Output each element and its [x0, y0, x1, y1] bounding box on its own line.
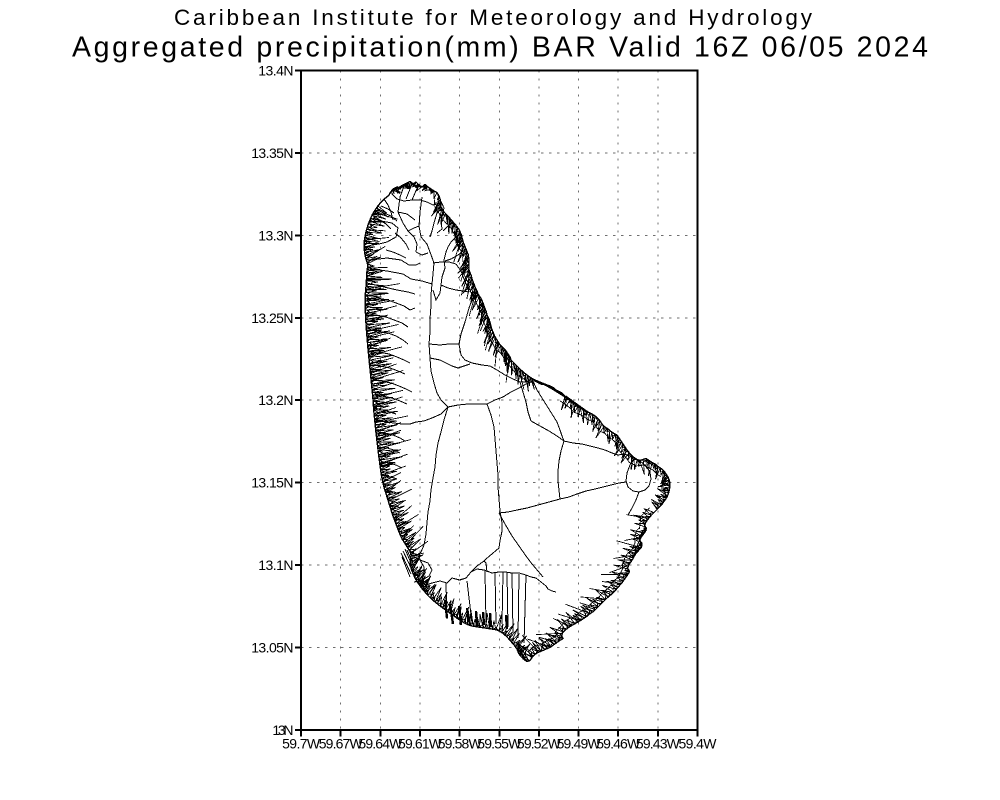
svg-text:13N: 13N: [272, 722, 293, 738]
svg-text:59.49W: 59.49W: [557, 736, 602, 752]
svg-text:59.43W: 59.43W: [636, 736, 681, 752]
svg-text:59.64W: 59.64W: [358, 736, 403, 752]
svg-text:59.61W: 59.61W: [398, 736, 443, 752]
svg-text:13.35N: 13.35N: [251, 145, 293, 161]
svg-text:13.1N: 13.1N: [258, 557, 293, 573]
svg-text:59.55W: 59.55W: [477, 736, 522, 752]
svg-text:59.4W: 59.4W: [679, 736, 718, 752]
svg-text:59.52W: 59.52W: [517, 736, 562, 752]
svg-text:13.3N: 13.3N: [258, 227, 293, 243]
svg-text:13.4N: 13.4N: [258, 63, 293, 79]
svg-text:59.46W: 59.46W: [596, 736, 641, 752]
svg-text:59.7W: 59.7W: [282, 736, 321, 752]
svg-text:13.2N: 13.2N: [258, 392, 293, 408]
svg-text:13.05N: 13.05N: [251, 640, 293, 656]
svg-text:Aggregated precipitation(mm) B: Aggregated precipitation(mm) BAR Valid 1…: [72, 32, 928, 64]
svg-text:13.25N: 13.25N: [251, 310, 293, 326]
svg-text:Caribbean Institute for Meteor: Caribbean Institute for Meteorology and …: [174, 5, 813, 30]
svg-text:59.58W: 59.58W: [438, 736, 483, 752]
svg-text:13.15N: 13.15N: [251, 475, 293, 491]
svg-text:59.67W: 59.67W: [319, 736, 364, 752]
